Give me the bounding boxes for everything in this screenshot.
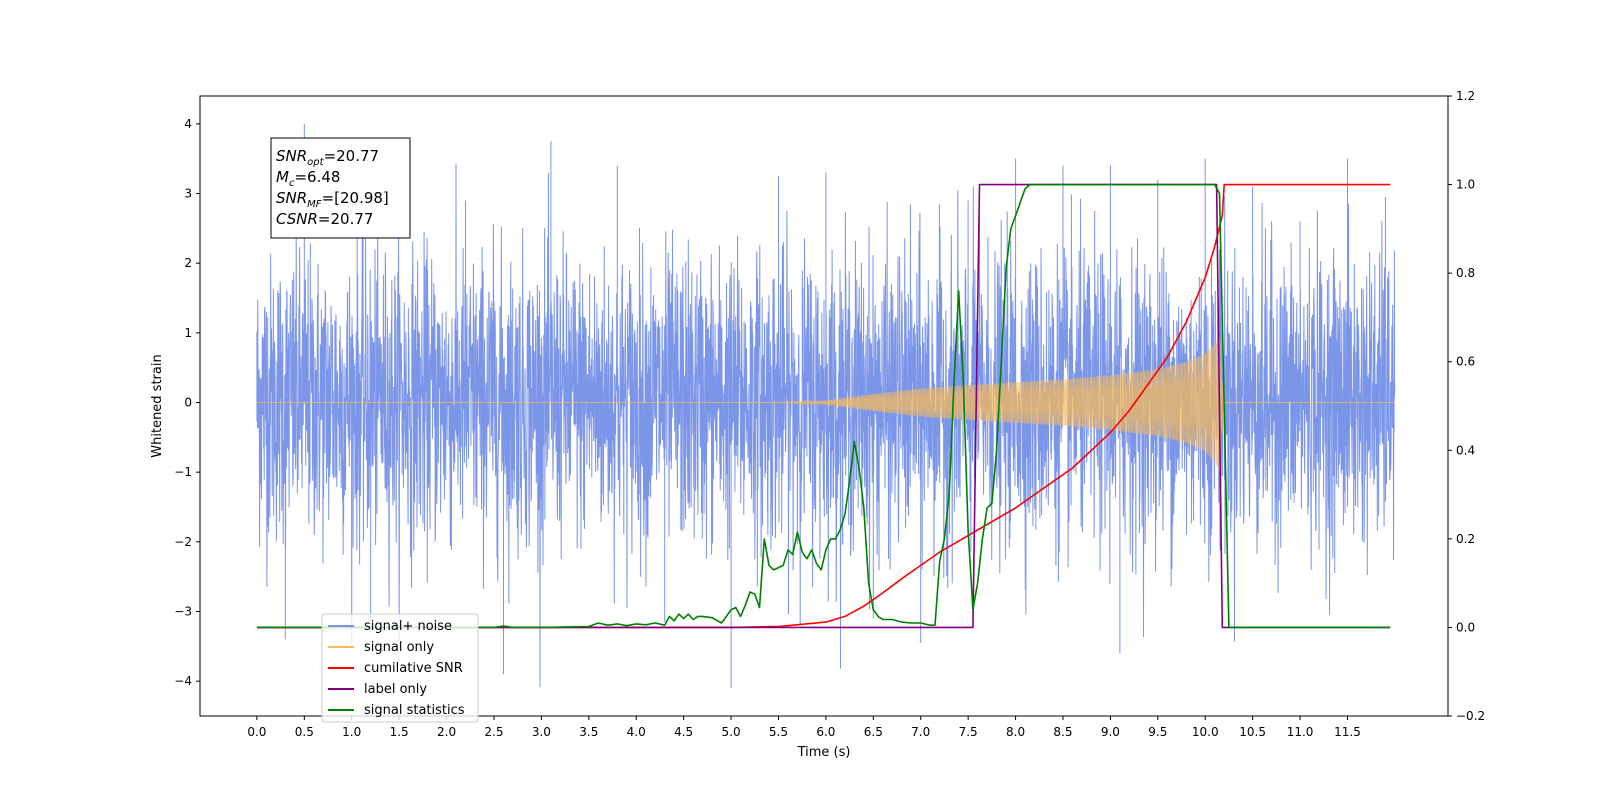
series-signal-noise-line	[256, 123, 1396, 689]
legend-label-signal-only: signal only	[364, 640, 434, 655]
y2-tick-label: 1.2	[1456, 89, 1475, 103]
y-axis-right: −0.2 0.0 0.2 0.4 0.6 0.8 1.0 1.2	[1448, 89, 1485, 723]
y-tick-label: −3	[174, 605, 192, 619]
x-tick-label: 4.0	[627, 725, 646, 739]
x-tick-label: 2.5	[484, 725, 503, 739]
x-tick-label: 8.0	[1006, 725, 1025, 739]
y-tick-label: −4	[174, 674, 192, 688]
y-tick-label: 0	[184, 396, 192, 410]
y2-tick-label: 0.4	[1456, 443, 1475, 457]
x-tick-label: 7.5	[959, 725, 978, 739]
x-tick-label: 9.0	[1101, 725, 1120, 739]
x-axis: 0.0 0.5 1.0 1.5 2.0 2.5 3.0 3.5 4.0 4.5 5.0 5.5 6.0 6…	[247, 716, 1361, 739]
x-tick-label: 1.0	[342, 725, 361, 739]
y2-tick-label: 0.0	[1456, 620, 1475, 634]
y2-tick-label: 0.2	[1456, 532, 1475, 546]
plot-frame	[199, 95, 1449, 717]
legend: signal+ noise signal only cumilative SNR la…	[321, 613, 479, 723]
legend-label-cumilative-snr: cumilative SNR	[364, 661, 463, 676]
x-tick-label: 5.0	[722, 725, 741, 739]
x-tick-label: 7.0	[911, 725, 930, 739]
y-axis-left: −4 −3 −2 −1 0 1 2 3 4	[174, 117, 200, 688]
x-tick-label: 5.5	[769, 725, 788, 739]
y2-tick-label: 0.6	[1456, 355, 1475, 369]
y-tick-label: −1	[174, 465, 192, 479]
annotation-line: Mc=6.48	[276, 168, 340, 189]
snr-annotation-box: SNRopt=20.77Mc=6.48SNRMF=[20.98]CSNR=20.…	[270, 137, 411, 239]
x-tick-label: 1.5	[390, 725, 409, 739]
series-signal-statistics-line	[256, 183, 1391, 629]
x-tick-label: 3.5	[579, 725, 598, 739]
x-tick-label: 3.0	[532, 725, 551, 739]
series-signal-only-line	[256, 334, 1395, 472]
x-tick-label: 8.5	[1053, 725, 1072, 739]
annotation-line: CSNR=20.77	[276, 210, 373, 228]
y2-tick-label: 1.0	[1456, 178, 1475, 192]
y2-tick-label: 0.8	[1456, 266, 1475, 280]
x-tick-label: 10.5	[1239, 725, 1266, 739]
y-tick-label: 3	[184, 187, 192, 201]
x-tick-label: 0.5	[295, 725, 314, 739]
y-tick-label: 4	[184, 117, 192, 131]
x-tick-label: 6.0	[816, 725, 835, 739]
y-tick-label: 1	[184, 326, 192, 340]
legend-label-label-only: label only	[364, 682, 427, 697]
y-tick-label: 2	[184, 256, 192, 270]
annotation-frame	[270, 137, 411, 239]
x-tick-label: 0.0	[247, 725, 266, 739]
x-tick-label: 10.0	[1192, 725, 1219, 739]
y-tick-label: −2	[174, 535, 192, 549]
plot-area	[256, 123, 1396, 689]
legend-label-signal-noise: signal+ noise	[364, 619, 452, 634]
x-tick-label: 11.0	[1287, 725, 1314, 739]
legend-frame	[321, 613, 479, 723]
x-tick-label: 9.5	[1148, 725, 1167, 739]
x-axis-label: Time (s)	[797, 745, 851, 760]
annotation-line: SNRopt=20.77	[276, 147, 379, 168]
x-tick-label: 2.0	[437, 725, 456, 739]
y-axis-label: Whitened strain	[150, 354, 165, 457]
annotation-line: SNRMF=[20.98]	[276, 189, 389, 210]
series-cumilative-snr-line	[256, 183, 1391, 629]
legend-label-signal-statistics: signal statistics	[364, 703, 465, 718]
x-tick-label: 6.5	[864, 725, 883, 739]
x-tick-label: 4.5	[674, 725, 693, 739]
y2-tick-label: −0.2	[1456, 709, 1485, 723]
x-tick-label: 11.5	[1334, 725, 1361, 739]
